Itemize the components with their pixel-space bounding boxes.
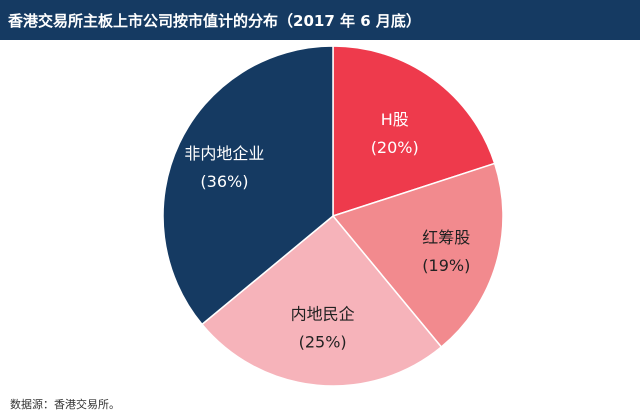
slice-name-label: 内地民企 <box>291 305 355 324</box>
pie-slice <box>162 45 334 326</box>
slice-value-label: (20%) <box>371 138 419 157</box>
pie-slice <box>332 45 496 218</box>
chart-title-bar: 香港交易所主板上市公司按市值计的分布（2017 年 6 月底） <box>0 0 640 40</box>
slice-value-label: (36%) <box>200 172 248 191</box>
slice-name-label: 非内地企业 <box>184 144 264 163</box>
slice-value-label: (19%) <box>422 256 470 275</box>
chart-title: 香港交易所主板上市公司按市值计的分布（2017 年 6 月底） <box>8 11 421 30</box>
source-note: 数据源：香港交易所。 <box>10 398 120 411</box>
pie-slice <box>200 214 443 387</box>
pie-slice <box>331 162 504 349</box>
slice-name-label: H股 <box>381 110 409 129</box>
slice-value-label: (25%) <box>299 333 347 352</box>
slice-name-label: 红筹股 <box>422 228 470 247</box>
